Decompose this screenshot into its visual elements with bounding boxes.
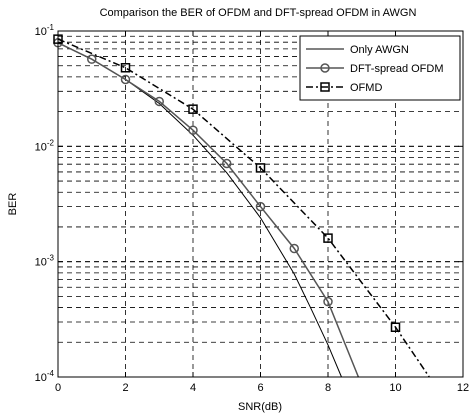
legend-marker	[320, 63, 330, 73]
y-tick-label: 10-3	[35, 254, 55, 269]
data-point	[390, 322, 401, 332]
data-point	[323, 233, 333, 243]
x-tick-label: 2	[122, 382, 128, 394]
data-point	[87, 54, 97, 64]
data-point	[188, 125, 198, 135]
series-line	[57, 38, 430, 378]
x-tick-label: 0	[55, 382, 61, 394]
data-point	[120, 74, 131, 85]
series-line	[57, 42, 360, 378]
y-axis-ticks: 10-1 10-2 10-3 10-4	[35, 23, 463, 384]
data-point	[255, 163, 266, 173]
legend-label: Only AWGN	[350, 44, 409, 56]
data-point	[222, 158, 232, 169]
y-axis-label: BER	[7, 193, 19, 216]
x-tick-label: 12	[457, 382, 469, 394]
x-axis-ticks: 0 2 4 6 8 10 12	[55, 31, 469, 394]
y-tick-label: 10-4	[35, 369, 55, 384]
data-point	[255, 201, 266, 212]
y-tick-label: 10-2	[35, 138, 55, 153]
x-axis-label: SNR(dB)	[238, 401, 282, 413]
legend: Only AWGN DFT-spread OFDM OFMD	[299, 35, 461, 101]
grid-lines	[58, 31, 463, 377]
data-point	[154, 96, 164, 107]
legend-label: DFT-spread OFDM	[350, 63, 444, 75]
chart-title: Comparison the BER of OFDM and DFT-sprea…	[100, 7, 417, 19]
legend-label: OFMD	[350, 82, 382, 94]
data-point	[120, 63, 131, 73]
x-tick-label: 10	[389, 382, 401, 394]
x-tick-label: 4	[190, 382, 196, 394]
legend-marker	[320, 82, 330, 92]
data-point	[323, 296, 333, 307]
data-point	[289, 243, 299, 254]
x-tick-label: 6	[257, 382, 263, 394]
series-2	[53, 34, 430, 378]
data-point	[188, 104, 198, 114]
y-tick-label: 10-1	[35, 23, 55, 38]
x-tick-label: 8	[325, 382, 331, 394]
